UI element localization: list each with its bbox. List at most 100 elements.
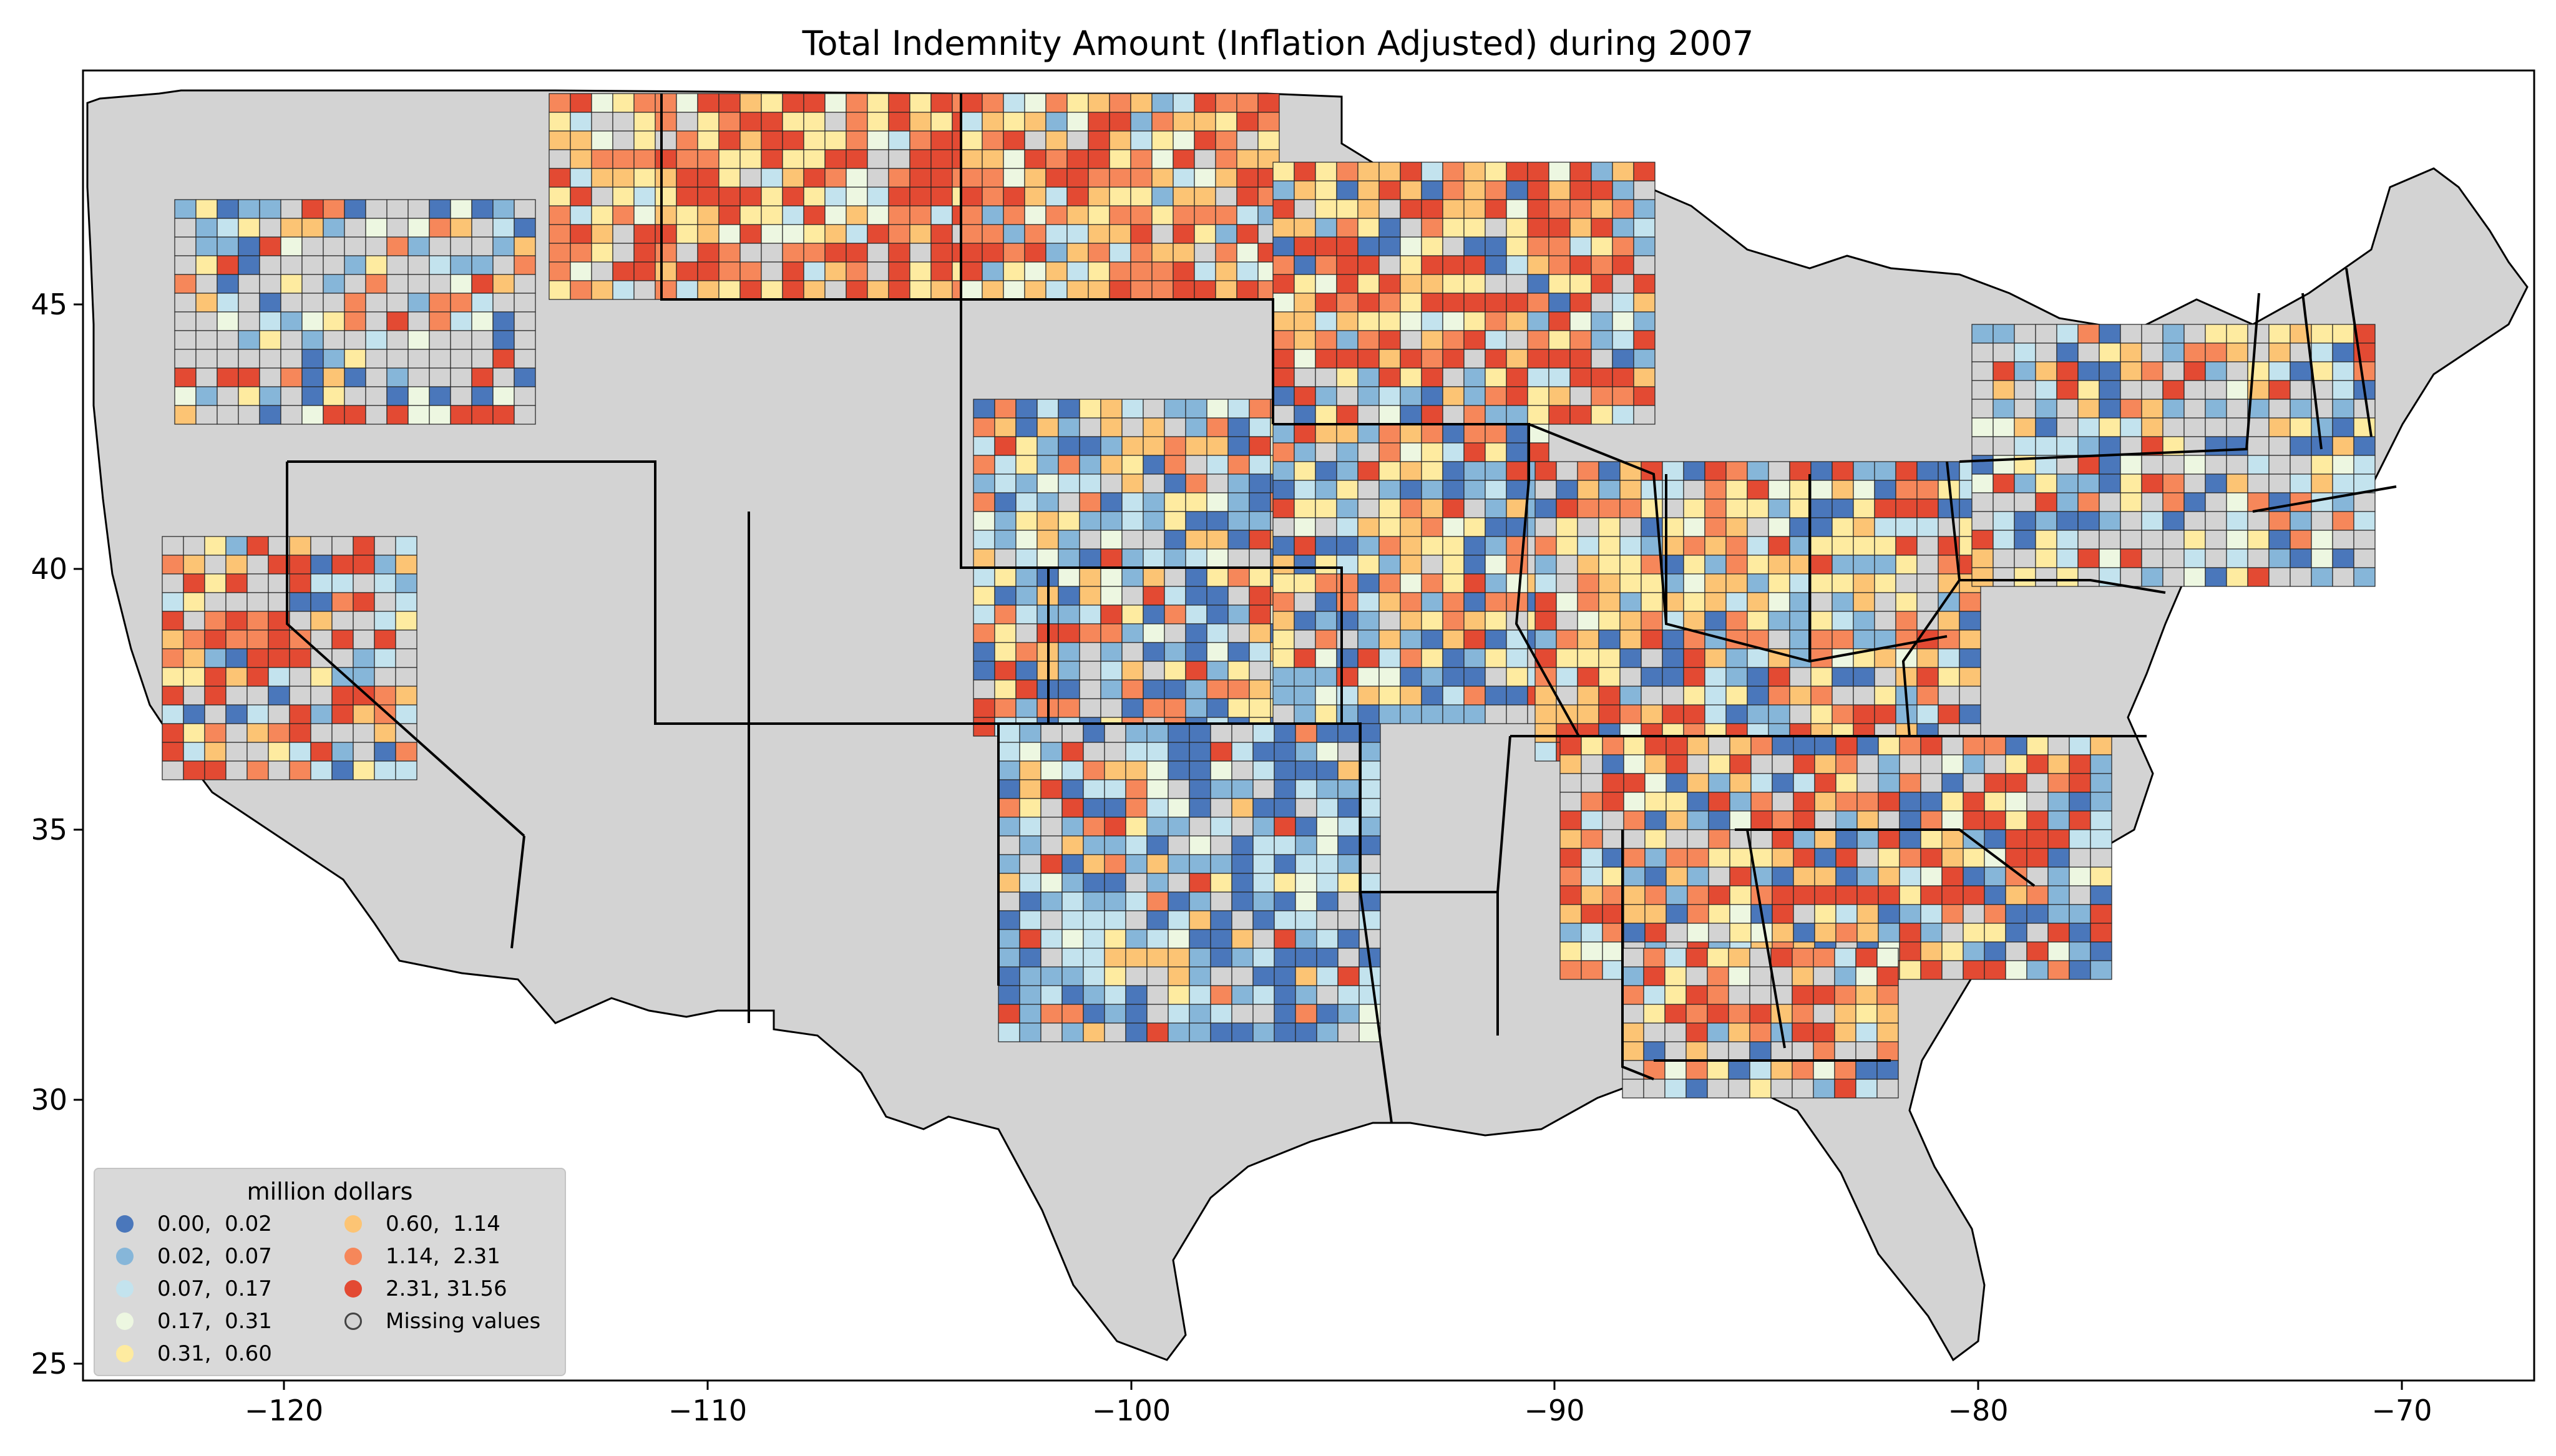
county-patch <box>386 293 409 313</box>
county-patch <box>2077 399 2100 419</box>
county-patch <box>2290 567 2312 587</box>
county-patch <box>1548 349 1571 369</box>
county-patch <box>2056 455 2079 475</box>
county-patch <box>1294 255 1316 275</box>
county-patch <box>1569 180 1592 200</box>
county-patch <box>824 261 847 281</box>
county-patch <box>2099 399 2121 419</box>
county-patch <box>395 648 417 668</box>
county-patch <box>1083 779 1105 799</box>
county-patch <box>1109 168 1131 188</box>
county-patch <box>514 274 536 294</box>
county-patch <box>1874 648 1896 668</box>
county-patch <box>1066 93 1089 113</box>
map-title: Total Indemnity Amount (Inflation Adjust… <box>802 24 1754 63</box>
county-patch <box>429 349 451 369</box>
county-patch <box>549 112 571 132</box>
county-patch <box>1855 1041 1878 1061</box>
county-patch <box>514 330 536 350</box>
county-patch <box>1231 798 1254 818</box>
county-patch <box>259 274 281 294</box>
county-patch <box>1185 455 1207 475</box>
county-patch <box>1768 517 1790 537</box>
county-patch <box>1294 480 1316 500</box>
county-patch <box>331 592 354 612</box>
county-patch <box>1088 168 1110 188</box>
county-patch <box>1704 555 1727 575</box>
county-patch <box>1792 1060 1814 1080</box>
county-patch <box>2099 361 2121 381</box>
county-patch <box>344 274 366 294</box>
county-patch <box>225 536 248 556</box>
county-patch <box>323 386 345 406</box>
county-patch <box>1252 948 1275 968</box>
x-tick-label: −90 <box>1524 1394 1584 1427</box>
county-patch <box>1725 517 1748 537</box>
county-patch <box>718 205 741 225</box>
county-patch <box>1421 180 1443 200</box>
county-patch <box>331 629 354 649</box>
county-patch <box>888 243 910 263</box>
county-patch <box>1274 910 1296 930</box>
county-patch <box>259 386 281 406</box>
county-patch <box>1813 1004 1835 1024</box>
county-patch <box>1337 966 1360 986</box>
county-patch <box>960 187 983 206</box>
county-patch <box>1210 723 1232 743</box>
county-patch <box>1612 386 1634 406</box>
county-patch <box>2183 473 2206 493</box>
county-patch <box>1272 330 1295 350</box>
county-patch <box>344 218 366 238</box>
county-patch <box>1959 648 1981 668</box>
county-patch <box>246 686 269 706</box>
county-patch <box>909 224 932 244</box>
county-patch <box>1591 330 1613 350</box>
county-patch <box>1768 611 1790 631</box>
county-patch <box>1168 929 1190 949</box>
county-patch <box>2090 848 2112 868</box>
county-patch <box>1463 405 1486 425</box>
county-patch <box>824 187 847 206</box>
county-patch <box>1813 1041 1835 1061</box>
county-patch <box>1899 866 1921 886</box>
county-patch <box>1421 555 1443 575</box>
county-patch <box>1185 604 1207 624</box>
county-patch <box>1641 648 1663 668</box>
county-patch <box>429 236 451 256</box>
county-patch <box>888 130 910 150</box>
county-patch <box>2290 399 2312 419</box>
county-patch <box>1747 480 1769 500</box>
county-patch <box>1121 399 1144 419</box>
county-patch <box>1421 424 1443 444</box>
county-patch <box>2268 511 2291 531</box>
legend-label: 2.31, 31.56 <box>386 1276 507 1301</box>
county-patch <box>1358 779 1381 799</box>
county-patch <box>994 455 1017 475</box>
county-patch <box>280 274 303 294</box>
county-patch <box>1853 461 1875 481</box>
county-patch <box>1959 629 1981 649</box>
county-patch <box>1895 667 1918 687</box>
county-patch <box>2005 848 2027 868</box>
county-patch <box>1272 367 1295 387</box>
county-patch <box>633 93 656 113</box>
county-patch <box>1463 442 1486 462</box>
county-patch <box>1619 555 1642 575</box>
county-patch <box>718 149 741 169</box>
county-patch <box>1040 966 1063 986</box>
county-patch <box>612 243 635 263</box>
county-patch <box>174 274 197 294</box>
county-patch <box>1984 923 2006 943</box>
county-patch <box>1644 829 1667 849</box>
county-patch <box>1704 667 1727 687</box>
county-patch <box>1747 555 1769 575</box>
county-patch <box>407 293 430 313</box>
y-tick-label: 25 <box>31 1347 67 1381</box>
county-patch <box>1400 704 1422 724</box>
county-patch <box>1231 779 1254 799</box>
county-patch <box>1040 723 1063 743</box>
county-patch <box>1146 817 1169 837</box>
county-patch <box>1104 742 1126 762</box>
county-patch <box>1963 885 1985 905</box>
county-patch <box>1874 704 1896 724</box>
